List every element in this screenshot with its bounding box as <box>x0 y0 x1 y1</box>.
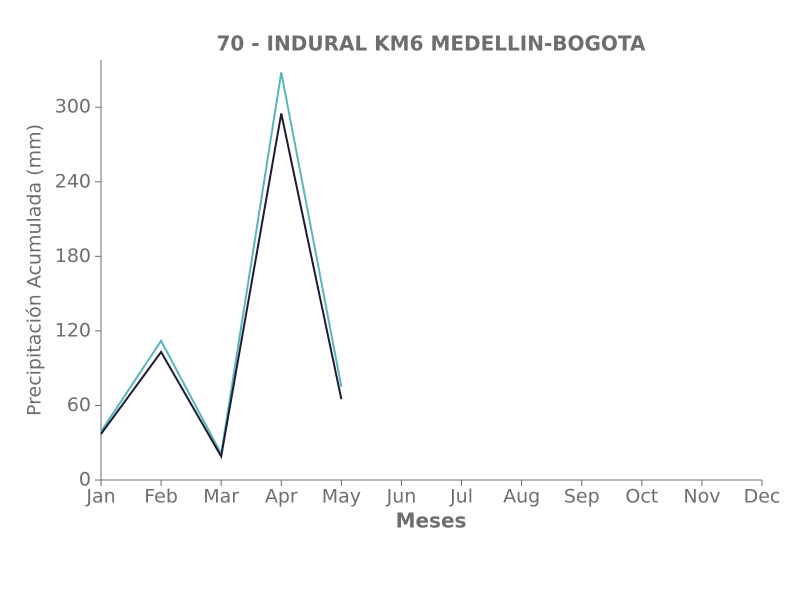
x-tick-label: May <box>322 486 361 508</box>
chart-title: 70 - INDURAL KM6 MEDELLIN-BOGOTA <box>217 32 646 56</box>
y-tick-label: 240 <box>55 170 91 192</box>
x-tick-label: Jun <box>386 486 417 508</box>
x-tick-label: Apr <box>265 486 298 508</box>
x-tick-label: Sep <box>564 486 600 508</box>
x-tick-label: Feb <box>144 486 178 508</box>
y-tick-label: 60 <box>67 394 91 416</box>
x-tick-label: Jan <box>85 486 115 508</box>
line-series <box>100 113 343 460</box>
x-tick-label: Oct <box>625 486 658 508</box>
x-tick-label: Dec <box>744 486 781 508</box>
x-tick-label: Nov <box>683 486 720 508</box>
y-tick-label: 120 <box>55 319 91 341</box>
x-axis-label: Meses <box>396 509 467 533</box>
line-series <box>100 72 343 458</box>
y-axis-label: Precipitación Acumulada (mm) <box>24 124 46 416</box>
x-tick-label: Mar <box>203 486 239 508</box>
x-tick-label: Jul <box>449 486 473 508</box>
y-tick-label: 0 <box>79 469 91 491</box>
y-tick-label: 300 <box>55 96 91 118</box>
y-tick-label: 180 <box>55 245 91 267</box>
x-tick-label: Aug <box>503 486 540 508</box>
